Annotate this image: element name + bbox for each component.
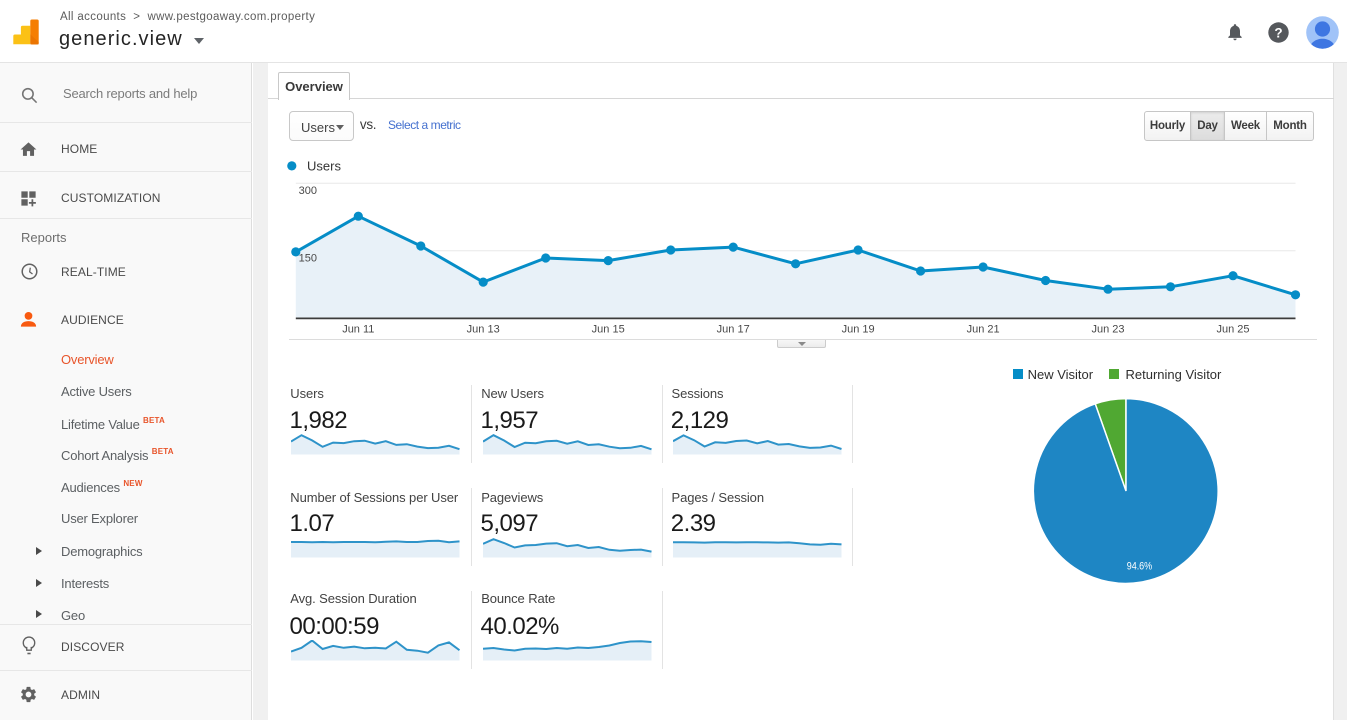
svg-text:Users: Users: [307, 159, 341, 174]
svg-text:94.6%: 94.6%: [1126, 560, 1152, 572]
svg-text:Jun 19: Jun 19: [842, 324, 875, 336]
svg-text:Jun 13: Jun 13: [467, 324, 500, 336]
svg-text:Jun 25: Jun 25: [1216, 324, 1249, 336]
svg-text:Jun 23: Jun 23: [1091, 324, 1124, 336]
svg-text:150: 150: [299, 252, 317, 264]
svg-text:Jun 11: Jun 11: [342, 324, 374, 336]
svg-text:300: 300: [299, 185, 317, 197]
svg-text:Jun 17: Jun 17: [717, 324, 750, 336]
svg-text:?: ?: [1274, 25, 1282, 40]
svg-text:Jun 21: Jun 21: [967, 324, 1000, 336]
svg-text:Jun 15: Jun 15: [592, 324, 625, 336]
